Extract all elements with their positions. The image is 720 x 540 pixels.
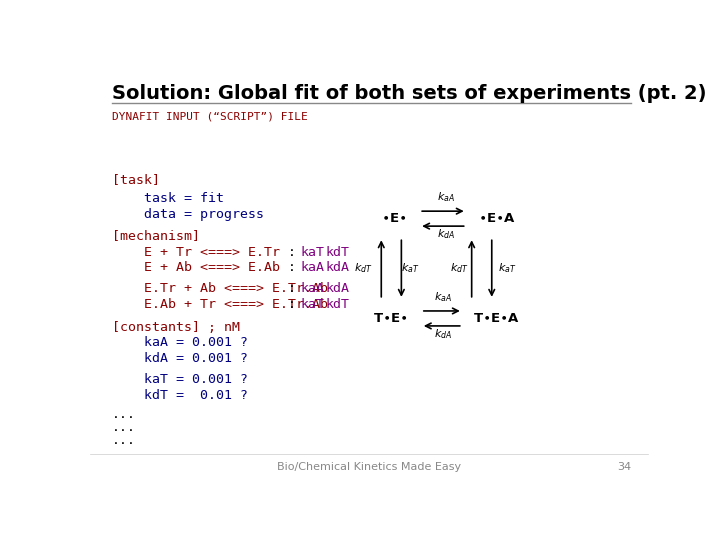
Text: kaA: kaA — [301, 261, 325, 274]
Text: kdT =  0.01 ?: kdT = 0.01 ? — [112, 389, 248, 402]
Text: kaA = 0.001 ?: kaA = 0.001 ? — [112, 336, 248, 349]
Text: Bio/Chemical Kinetics Made Easy: Bio/Chemical Kinetics Made Easy — [277, 462, 461, 472]
Text: :: : — [288, 246, 296, 259]
Text: kdA: kdA — [325, 282, 349, 295]
Text: :: : — [288, 282, 296, 295]
Text: E.Ab + Tr <===> E.Tr.Ab: E.Ab + Tr <===> E.Tr.Ab — [112, 298, 328, 311]
Text: :: : — [288, 261, 296, 274]
Text: T$\bullet$E$\bullet$: T$\bullet$E$\bullet$ — [373, 312, 408, 325]
Text: [constants] ; nM: [constants] ; nM — [112, 321, 240, 334]
Text: Ltd: Ltd — [46, 521, 58, 530]
Text: data = progress: data = progress — [112, 208, 264, 221]
Text: [mechanism]: [mechanism] — [112, 229, 200, 242]
Text: DYNAFIT INPUT (“SCRIPT”) FILE: DYNAFIT INPUT (“SCRIPT”) FILE — [112, 111, 308, 122]
Text: $k_{aT}$: $k_{aT}$ — [498, 262, 517, 275]
Text: E + Tr <===> E.Tr: E + Tr <===> E.Tr — [112, 246, 280, 259]
Text: E.Tr + Ab <===> E.Tr.Ab: E.Tr + Ab <===> E.Tr.Ab — [112, 282, 328, 295]
Text: :: : — [288, 298, 296, 311]
Text: kaA: kaA — [301, 282, 325, 295]
Text: BioKin: BioKin — [33, 507, 71, 516]
Text: T$\bullet$E$\bullet$A: T$\bullet$E$\bullet$A — [473, 312, 520, 325]
Text: $k_{dT}$: $k_{dT}$ — [450, 262, 469, 275]
Text: $\bullet$E$\bullet$A: $\bullet$E$\bullet$A — [478, 212, 516, 225]
Text: 34: 34 — [617, 462, 631, 472]
Text: $k_{dT}$: $k_{dT}$ — [354, 262, 373, 275]
Text: $k_{aA}$: $k_{aA}$ — [434, 290, 452, 303]
Text: kaT: kaT — [301, 298, 325, 311]
Text: kdA: kdA — [325, 261, 349, 274]
Text: $\bullet$E$\bullet$: $\bullet$E$\bullet$ — [382, 212, 407, 225]
Text: kdT: kdT — [325, 298, 349, 311]
Text: $k_{dA}$: $k_{dA}$ — [436, 227, 455, 241]
Text: ...: ... — [112, 408, 136, 421]
Text: kdA = 0.001 ?: kdA = 0.001 ? — [112, 352, 248, 365]
Text: [task]: [task] — [112, 173, 161, 186]
Text: $k_{aT}$: $k_{aT}$ — [400, 262, 419, 275]
Text: Solution: Global fit of both sets of experiments (pt. 2): Solution: Global fit of both sets of exp… — [112, 84, 707, 103]
Text: task = fit: task = fit — [112, 192, 225, 205]
Text: E + Ab <===> E.Ab: E + Ab <===> E.Ab — [112, 261, 280, 274]
Text: ...: ... — [112, 435, 136, 448]
Text: kaT = 0.001 ?: kaT = 0.001 ? — [112, 373, 248, 386]
Text: $k_{dA}$: $k_{dA}$ — [434, 327, 452, 341]
Text: kdT: kdT — [325, 246, 349, 259]
Text: ...: ... — [112, 421, 136, 434]
Text: kaT: kaT — [301, 246, 325, 259]
Text: $k_{aA}$: $k_{aA}$ — [437, 190, 455, 204]
